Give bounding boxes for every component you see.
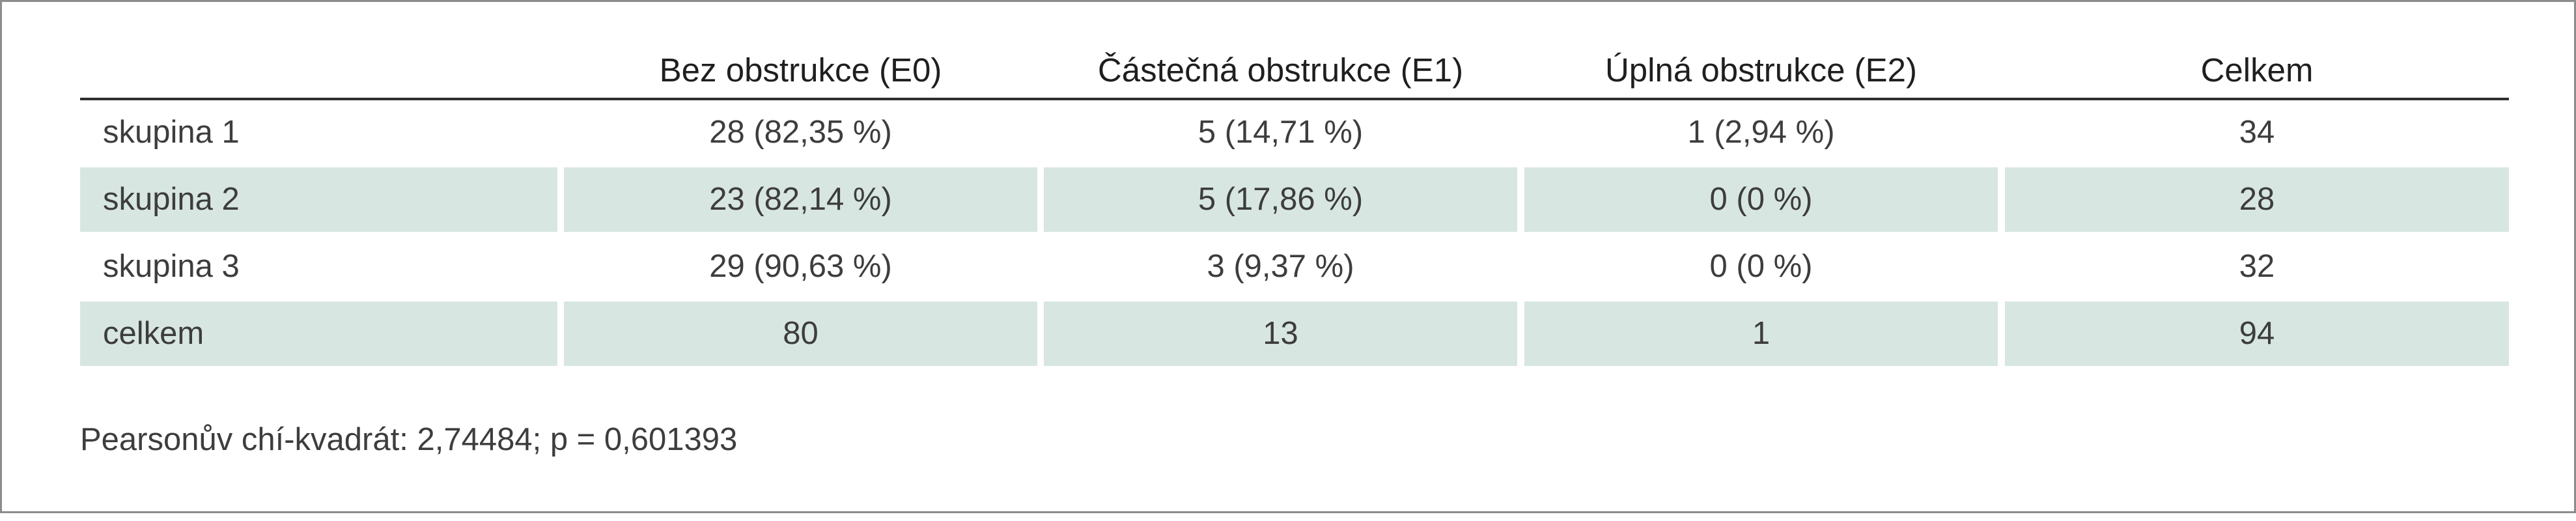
table-header-row: Bez obstrukce (E0) Částečná obstrukce (E… bbox=[80, 0, 2509, 100]
table-row-total: celkem 80 13 1 94 bbox=[80, 302, 2509, 366]
table-row: skupina 3 29 (90,63 %) 3 (9,37 %) 0 (0 %… bbox=[80, 234, 2509, 299]
data-table: Bez obstrukce (E0) Částečná obstrukce (E… bbox=[80, 0, 2509, 366]
row-label: skupina 3 bbox=[103, 249, 240, 284]
cell-total: 34 bbox=[2239, 115, 2275, 150]
cell-e1: 13 bbox=[1044, 302, 1517, 366]
header-total: Celkem bbox=[2200, 51, 2314, 89]
cell-e2: 1 (2,94 %) bbox=[1687, 115, 1835, 150]
cell-e1: 5 (14,71 %) bbox=[1197, 115, 1364, 150]
cell-e1: 5 (17,86 %) bbox=[1044, 167, 1517, 232]
table-row: skupina 2 23 (82,14 %) 5 (17,86 %) 0 (0 … bbox=[80, 167, 2509, 232]
cell-e0: 23 (82,14 %) bbox=[564, 167, 1037, 232]
header-e2: Úplná obstrukce (E2) bbox=[1604, 51, 1918, 89]
header-e0: Bez obstrukce (E0) bbox=[659, 51, 942, 89]
row-label: skupina 2 bbox=[80, 167, 557, 232]
cell-total: 28 bbox=[2005, 167, 2509, 232]
cell-e0: 29 (90,63 %) bbox=[709, 249, 892, 284]
cell-e2: 1 bbox=[1524, 302, 1998, 366]
row-label: skupina 1 bbox=[103, 115, 240, 150]
table-footnote: Pearsonův chí-kvadrát: 2,74484; p = 0,60… bbox=[80, 422, 738, 457]
cell-e0: 80 bbox=[564, 302, 1037, 366]
cell-total: 94 bbox=[2005, 302, 2509, 366]
cell-e2: 0 (0 %) bbox=[1524, 167, 1998, 232]
row-label: celkem bbox=[80, 302, 557, 366]
cell-total: 32 bbox=[2239, 249, 2275, 284]
cell-e1: 3 (9,37 %) bbox=[1207, 249, 1354, 284]
cell-e2: 0 (0 %) bbox=[1709, 249, 1813, 284]
table-row: skupina 1 28 (82,35 %) 5 (14,71 %) 1 (2,… bbox=[80, 100, 2509, 165]
cell-e0: 28 (82,35 %) bbox=[709, 115, 892, 150]
header-e1: Částečná obstrukce (E1) bbox=[1097, 51, 1464, 89]
